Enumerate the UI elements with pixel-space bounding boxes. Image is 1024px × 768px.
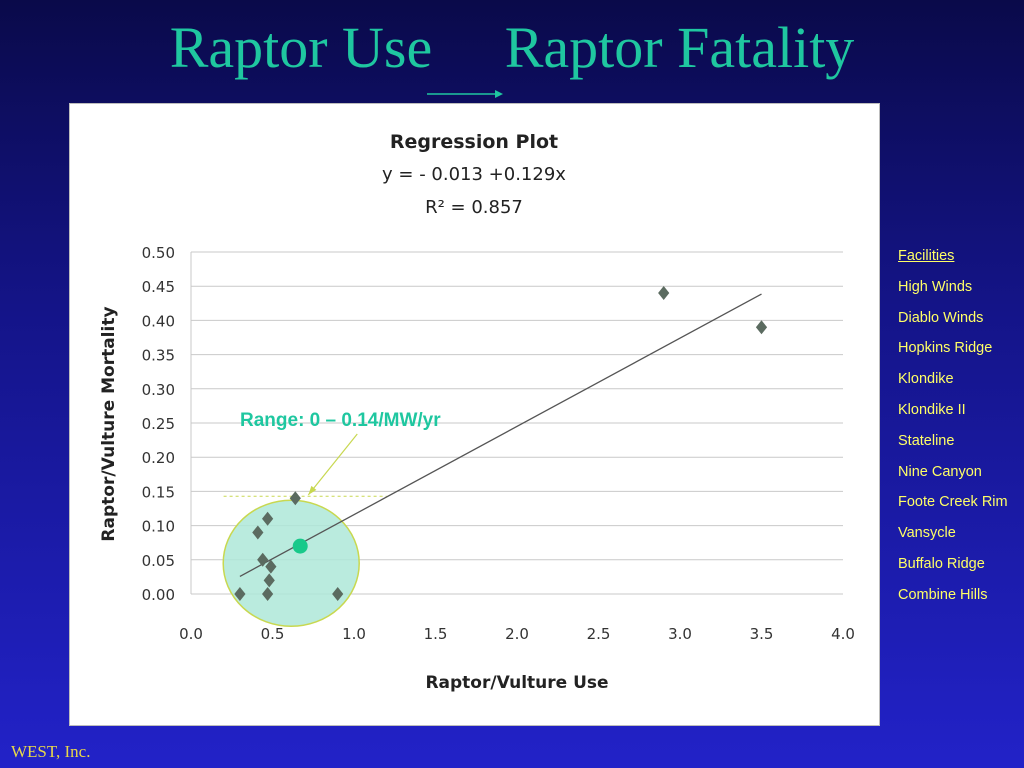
slide-title: Raptor Use Raptor Fatality <box>0 14 1024 81</box>
range-center-dot <box>292 538 308 554</box>
data-point <box>262 511 274 526</box>
data-point <box>265 559 277 574</box>
x-tick-label: 2.0 <box>505 625 529 643</box>
y-tick-label: 0.30 <box>142 381 175 399</box>
y-tick-label: 0.05 <box>142 552 175 570</box>
regression-line <box>239 293 762 577</box>
y-tick-label: 0.15 <box>142 483 175 501</box>
highlight-layer <box>222 433 387 627</box>
y-tick-label: 0.25 <box>142 415 175 433</box>
data-point <box>289 491 301 506</box>
data-point <box>234 587 246 601</box>
x-tick-label: 1.0 <box>342 625 366 643</box>
title-right: Raptor Fatality <box>504 15 855 80</box>
annotation-arrowhead <box>308 485 317 495</box>
legend-item: Buffalo Ridge <box>898 555 985 572</box>
y-tick-label: 0.40 <box>142 312 175 330</box>
data-point <box>262 587 274 601</box>
title-arrow-icon <box>427 90 503 98</box>
data-point <box>263 573 275 588</box>
data-point <box>658 286 670 301</box>
regression-chart: Regression Plot y = - 0.013 +0.129x R² =… <box>99 131 855 693</box>
grid-layer: 0.00 0.05 0.10 0.15 0.20 0.25 0.30 0.35 0.40 0.45… <box>142 244 855 643</box>
chart-equation: y = - 0.013 +0.129x <box>382 164 566 185</box>
y-tick-label: 0.20 <box>142 449 175 467</box>
x-tick-label: 3.0 <box>668 625 692 643</box>
footer-company: WEST, Inc. <box>11 742 91 761</box>
legend-heading: Facilities <box>898 248 955 264</box>
data-point <box>755 320 768 335</box>
y-tick-label: 0.10 <box>142 518 175 536</box>
title-left: Raptor Use <box>169 15 433 80</box>
y-tick-label: 0.50 <box>142 244 175 262</box>
chart-r-squared: R² = 0.857 <box>425 197 523 218</box>
range-annotation: Range: 0 – 0.14/MW/yr <box>240 410 441 431</box>
data-point <box>332 587 344 601</box>
y-axis-label: Raptor/Vulture Mortality <box>99 306 119 541</box>
legend-item: Hopkins Ridge <box>898 340 993 357</box>
annotation-leader-line <box>307 433 358 496</box>
x-tick-label: 1.5 <box>424 625 448 643</box>
x-tick-label: 4.0 <box>831 625 855 643</box>
y-tick-label: 0.35 <box>142 347 175 365</box>
legend-item: Foote Creek Rim <box>898 494 1008 511</box>
facility-legend: Facilities High Winds Diablo Winds Hopki… <box>898 246 1008 616</box>
range-highlight-circle <box>222 499 360 627</box>
legend-item: Combine Hills <box>898 586 988 603</box>
legend-item: High Winds <box>898 278 973 295</box>
chart-panel: Regression Plot y = - 0.013 +0.129x R² =… <box>69 103 880 726</box>
chart-title: Regression Plot <box>390 131 558 153</box>
legend-item: Klondike <box>898 371 954 388</box>
legend-item: Nine Canyon <box>898 463 982 480</box>
legend-item: Diablo Winds <box>898 309 984 326</box>
y-tick-label: 0.45 <box>142 278 175 296</box>
legend-item: Vansycle <box>898 525 956 542</box>
y-tick-label: 0.00 <box>142 586 175 604</box>
x-tick-label: 2.5 <box>587 625 611 643</box>
trend-layer <box>239 293 762 577</box>
legend-item: Klondike II <box>898 401 966 418</box>
x-tick-label: 0.0 <box>179 625 203 643</box>
x-tick-label: 0.5 <box>261 625 285 643</box>
legend-item: Stateline <box>898 432 955 449</box>
x-axis-label: Raptor/Vulture Use <box>425 673 608 693</box>
x-tick-label: 3.5 <box>750 625 774 643</box>
